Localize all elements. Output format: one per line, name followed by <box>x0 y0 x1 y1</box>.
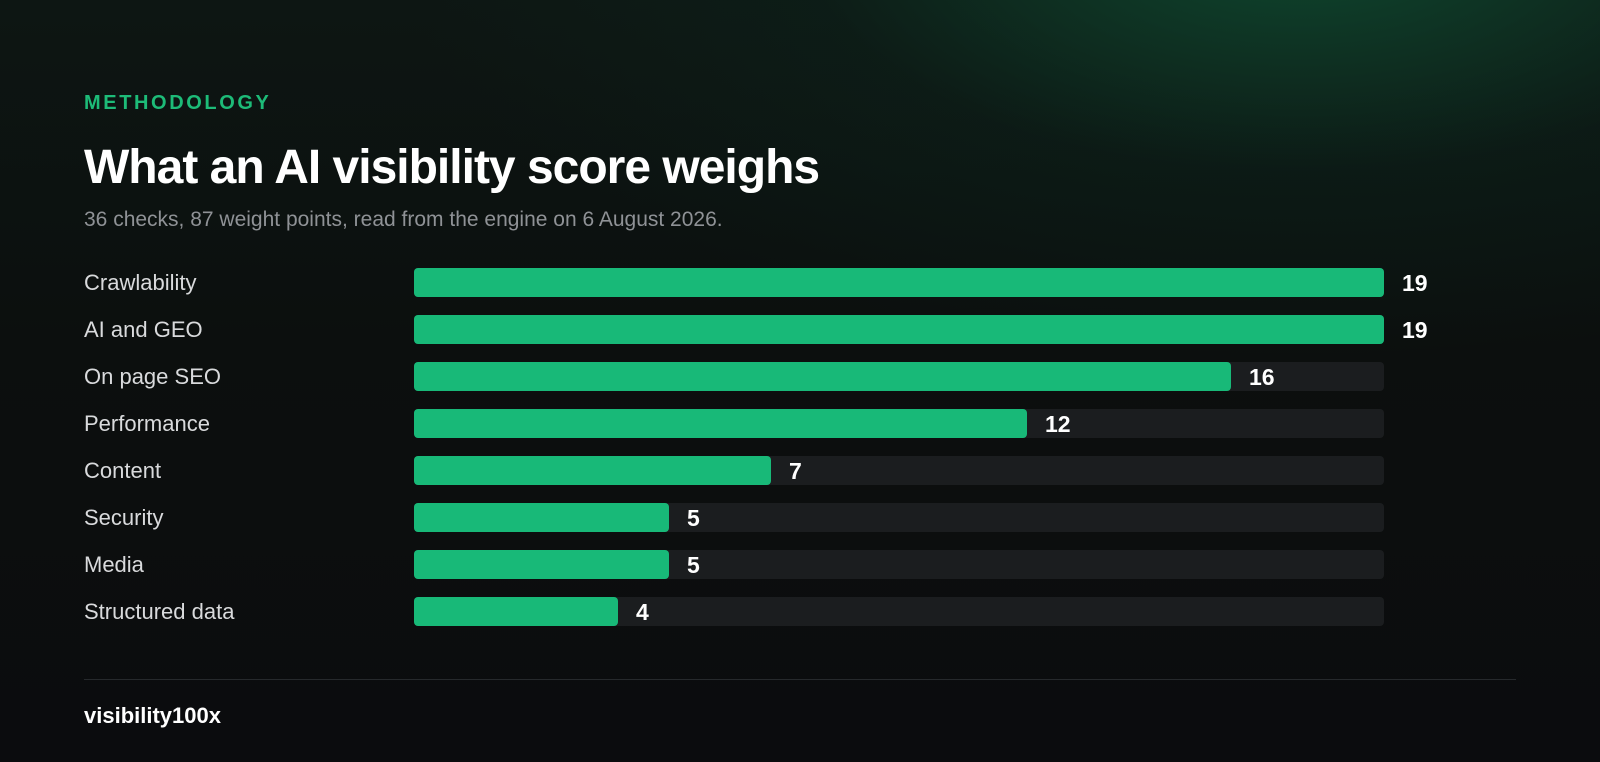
category-label-media: Media <box>84 552 144 577</box>
category-label-security: Security <box>84 505 164 530</box>
value-label-content: 7 <box>789 458 802 484</box>
category-label-crawlability: Crawlability <box>84 270 197 295</box>
bar-ai-and-geo <box>414 315 1384 344</box>
value-label-crawlability: 19 <box>1402 270 1428 296</box>
value-label-media: 5 <box>687 552 700 578</box>
category-label-content: Content <box>84 458 162 483</box>
category-label-structured-data: Structured data <box>84 599 235 624</box>
category-label-on-page-seo: On page SEO <box>84 364 221 389</box>
bar-structured-data <box>414 597 618 626</box>
bar-media <box>414 550 669 579</box>
value-label-performance: 12 <box>1045 411 1071 437</box>
value-label-on-page-seo: 16 <box>1249 364 1275 390</box>
value-label-structured-data: 4 <box>636 599 649 625</box>
value-label-security: 5 <box>687 505 700 531</box>
bar-on-page-seo <box>414 362 1231 391</box>
value-label-ai-and-geo: 19 <box>1402 317 1428 343</box>
page-title: What an AI visibility score weighs <box>84 141 820 194</box>
bar-content <box>414 456 771 485</box>
bar-crawlability <box>414 268 1384 297</box>
category-label-performance: Performance <box>84 411 210 436</box>
footer-divider <box>84 679 1516 680</box>
bar-performance <box>414 409 1027 438</box>
category-label-ai-and-geo: AI and GEO <box>84 317 203 342</box>
section-eyebrow: METHODOLOGY <box>84 92 272 114</box>
page-subtitle: 36 checks, 87 weight points, read from t… <box>84 208 723 231</box>
bar-security <box>414 503 669 532</box>
brand-logo: visibility100x <box>84 703 221 728</box>
